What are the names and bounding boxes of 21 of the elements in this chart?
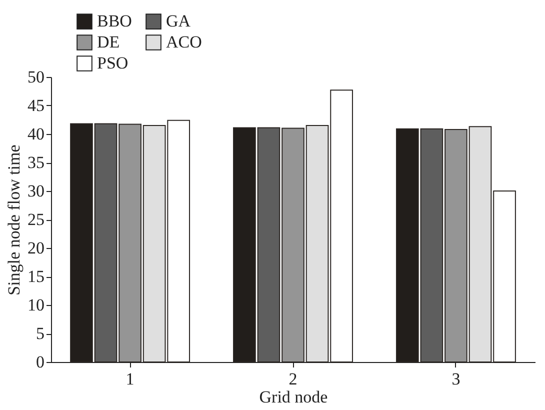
y-tick-label: 15 [28,267,44,286]
y-tick-label: 0 [36,352,44,372]
y-tick-label: 50 [28,68,44,86]
y-tick-label: 25 [28,210,44,229]
x-tick-label: 1 [126,370,134,388]
y-tick-label: 45 [28,96,44,115]
x-tick-label: 3 [452,370,460,388]
y-tick-label: 10 [28,296,44,314]
legend-label: BBO [97,12,132,31]
y-tick-label: 5 [36,324,44,343]
y-tick-label: 30 [28,182,44,200]
legend-label: ACO [166,32,202,52]
x-axis-title: Grid node [259,388,328,406]
y-axis-title: Single node flow time [4,144,24,296]
y-tick-label: 20 [28,238,44,258]
legend-label: PSO [97,54,128,72]
y-tick-label: 40 [28,124,44,144]
legend-label: GA [166,12,192,31]
x-tick-label: 2 [288,370,298,388]
legend-label: DE [97,32,120,52]
y-tick-label: 35 [28,153,44,172]
